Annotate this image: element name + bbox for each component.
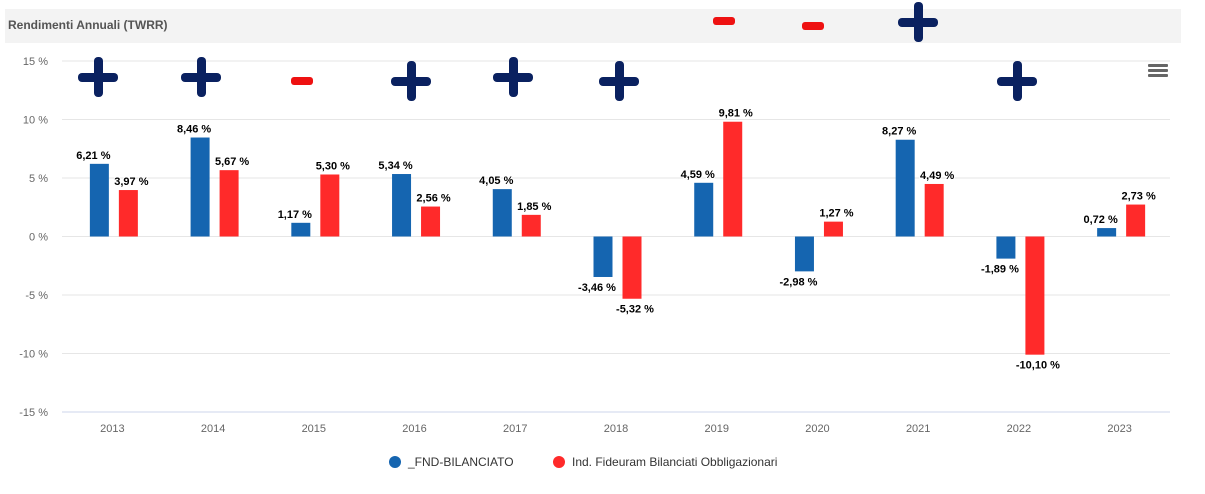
data-label: 0,72 % bbox=[1084, 214, 1118, 226]
y-tick-label: -15 % bbox=[19, 407, 48, 419]
bar bbox=[118, 190, 138, 237]
plus-icon-v bbox=[615, 61, 624, 101]
gridlines bbox=[62, 60, 1170, 413]
bar bbox=[996, 236, 1016, 259]
data-label: 5,67 % bbox=[215, 156, 249, 168]
data-label: 3,97 % bbox=[114, 176, 148, 188]
x-tick-label: 2014 bbox=[201, 423, 225, 435]
bar bbox=[924, 183, 944, 237]
y-tick-label: 10 % bbox=[23, 115, 48, 127]
bar bbox=[421, 206, 441, 237]
data-label: 8,27 % bbox=[882, 126, 916, 138]
data-label: 9,81 % bbox=[719, 108, 753, 120]
bar bbox=[291, 222, 311, 237]
x-tick-label: 2022 bbox=[1007, 423, 1031, 435]
bar bbox=[694, 182, 714, 237]
x-tick-label: 2019 bbox=[704, 423, 728, 435]
legend-item[interactable]: Ind. Fideuram Bilanciati Obbligazionari bbox=[572, 455, 777, 469]
plus-icon bbox=[493, 57, 533, 97]
y-axis-labels: 15 % 10 % 5 % 0 % -5 % -10 % -15 % bbox=[19, 56, 48, 419]
data-label: 4,05 % bbox=[479, 175, 513, 187]
plus-icon bbox=[78, 57, 118, 97]
data-label: 6,21 % bbox=[76, 150, 110, 162]
data-label: -10,10 % bbox=[1016, 360, 1060, 372]
data-label: -1,89 % bbox=[981, 264, 1019, 276]
data-label: 1,85 % bbox=[517, 201, 551, 213]
bar bbox=[1126, 204, 1146, 237]
data-label: -3,46 % bbox=[578, 282, 616, 294]
x-axis-labels: 2013 2014 2015 2016 2017 2018 2019 2020 2021 2022… bbox=[100, 423, 1132, 435]
y-tick-label: 5 % bbox=[29, 173, 48, 185]
bar bbox=[219, 170, 239, 237]
bar bbox=[823, 221, 843, 237]
chart-title: Rendimenti Annuali (TWRR) bbox=[8, 18, 168, 32]
plus-icon bbox=[181, 57, 221, 97]
bar bbox=[622, 236, 642, 299]
x-tick-label: 2023 bbox=[1107, 423, 1131, 435]
y-tick-label: -5 % bbox=[25, 290, 48, 302]
plus-icon-v bbox=[1013, 61, 1022, 101]
y-tick-label: -10 % bbox=[19, 349, 48, 361]
plus-icon-v bbox=[94, 57, 103, 97]
x-tick-label: 2016 bbox=[402, 423, 426, 435]
data-labels: 6,21 % 8,46 % 1,17 % 5,34 % 4,05 % -3,46 % 4,5… bbox=[75, 107, 1157, 373]
bar bbox=[89, 163, 109, 237]
plus-icon-v bbox=[407, 61, 416, 101]
plus-icon bbox=[997, 61, 1037, 101]
bar bbox=[723, 121, 743, 237]
legend-symbol bbox=[389, 456, 401, 468]
data-label: 2,73 % bbox=[1122, 191, 1156, 203]
plus-icon-v bbox=[914, 2, 923, 42]
data-label: 1,27 % bbox=[819, 208, 853, 220]
bar bbox=[794, 236, 814, 272]
x-tick-label: 2017 bbox=[503, 423, 527, 435]
bar bbox=[392, 174, 412, 237]
x-tick-label: 2013 bbox=[100, 423, 124, 435]
bar bbox=[1025, 236, 1045, 355]
data-label: 5,34 % bbox=[378, 160, 412, 172]
x-tick-label: 2021 bbox=[906, 423, 930, 435]
x-tick-label: 2018 bbox=[604, 423, 628, 435]
chart-header: Rendimenti Annuali (TWRR) bbox=[5, 9, 1181, 43]
data-label: 8,46 % bbox=[177, 124, 211, 136]
data-label: 2,56 % bbox=[416, 193, 450, 205]
x-tick-label: 2015 bbox=[302, 423, 326, 435]
x-tick-label: 2020 bbox=[805, 423, 829, 435]
minus-icon bbox=[291, 77, 313, 85]
data-label: 4,49 % bbox=[920, 170, 954, 182]
plus-icon-v bbox=[197, 57, 206, 97]
plus-icon bbox=[898, 2, 938, 42]
bar bbox=[320, 174, 340, 237]
data-label: 1,17 % bbox=[278, 209, 312, 221]
bar bbox=[190, 137, 210, 237]
bar bbox=[492, 189, 512, 237]
minus-icon bbox=[802, 22, 824, 30]
bar bbox=[593, 236, 613, 277]
bars bbox=[89, 121, 1146, 355]
legend: _FND-BILANCIATO Ind. Fideuram Bilanciati … bbox=[389, 455, 777, 469]
data-label: -5,32 % bbox=[616, 304, 654, 316]
data-label: -2,98 % bbox=[779, 276, 817, 288]
y-tick-label: 0 % bbox=[29, 232, 48, 244]
bar bbox=[1097, 228, 1117, 237]
data-label: 4,59 % bbox=[681, 169, 715, 181]
minus-icon bbox=[713, 17, 735, 25]
hamburger-menu-icon[interactable] bbox=[1148, 64, 1168, 80]
plus-icon bbox=[599, 61, 639, 101]
bar bbox=[521, 214, 541, 237]
bar bbox=[895, 139, 915, 237]
data-label: 5,30 % bbox=[316, 160, 350, 172]
plus-icon-v bbox=[509, 57, 518, 97]
legend-item[interactable]: _FND-BILANCIATO bbox=[407, 455, 514, 469]
annotation-markers bbox=[78, 2, 1037, 101]
legend-symbol bbox=[553, 456, 565, 468]
plus-icon bbox=[391, 61, 431, 101]
y-tick-label: 15 % bbox=[23, 56, 48, 68]
